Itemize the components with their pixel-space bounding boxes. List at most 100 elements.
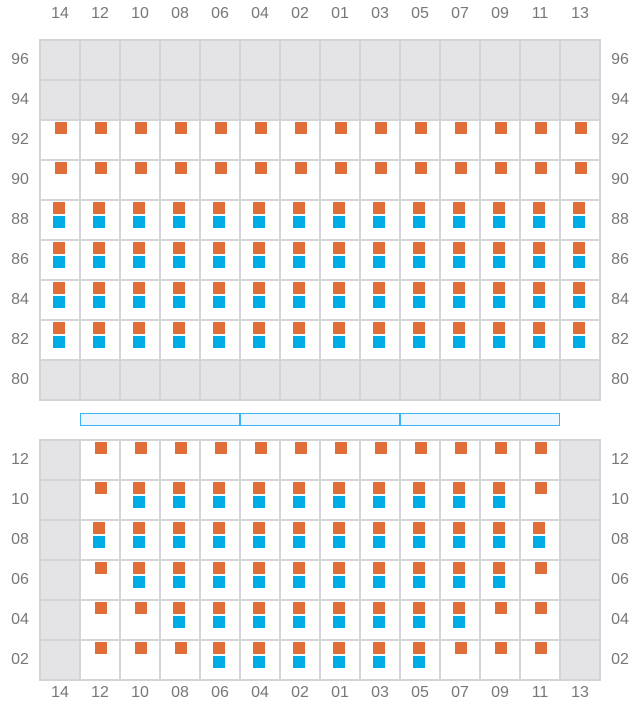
seat-cell[interactable] <box>521 561 559 599</box>
seat-cell[interactable] <box>401 481 439 519</box>
seat-cell[interactable] <box>441 281 479 319</box>
seat-cell[interactable] <box>481 241 519 279</box>
seat-cell[interactable] <box>81 641 119 679</box>
seat-cell[interactable] <box>361 441 399 479</box>
seat-cell[interactable] <box>201 521 239 559</box>
seat-cell[interactable] <box>241 201 279 239</box>
seat-cell[interactable] <box>81 321 119 359</box>
seat-cell[interactable] <box>361 281 399 319</box>
seat-cell[interactable] <box>121 441 159 479</box>
seat-cell[interactable] <box>81 201 119 239</box>
seat-cell[interactable] <box>201 201 239 239</box>
seat-cell[interactable] <box>521 321 559 359</box>
divider-segment[interactable] <box>80 413 240 426</box>
seat-cell[interactable] <box>41 321 79 359</box>
seat-cell[interactable] <box>161 321 199 359</box>
seat-cell[interactable] <box>321 481 359 519</box>
seat-cell[interactable] <box>521 121 559 159</box>
seat-cell[interactable] <box>401 441 439 479</box>
seat-cell[interactable] <box>121 121 159 159</box>
seat-cell[interactable] <box>521 161 559 199</box>
seat-cell[interactable] <box>521 201 559 239</box>
seat-cell[interactable] <box>481 281 519 319</box>
seat-cell[interactable] <box>121 161 159 199</box>
seat-cell[interactable] <box>281 321 319 359</box>
seat-cell[interactable] <box>561 241 599 279</box>
seat-cell[interactable] <box>161 121 199 159</box>
seat-cell[interactable] <box>121 601 159 639</box>
seat-cell[interactable] <box>561 321 599 359</box>
seat-cell[interactable] <box>121 561 159 599</box>
seat-cell[interactable] <box>441 121 479 159</box>
seat-cell[interactable] <box>441 561 479 599</box>
seat-cell[interactable] <box>441 201 479 239</box>
seat-cell[interactable] <box>481 601 519 639</box>
seat-cell[interactable] <box>161 481 199 519</box>
seat-cell[interactable] <box>321 201 359 239</box>
seat-cell[interactable] <box>521 481 559 519</box>
seat-cell[interactable] <box>81 161 119 199</box>
seat-cell[interactable] <box>281 561 319 599</box>
seat-cell[interactable] <box>161 561 199 599</box>
seat-cell[interactable] <box>401 241 439 279</box>
seat-cell[interactable] <box>321 441 359 479</box>
seat-cell[interactable] <box>201 321 239 359</box>
seat-cell[interactable] <box>441 241 479 279</box>
seat-cell[interactable] <box>161 161 199 199</box>
seat-cell[interactable] <box>361 561 399 599</box>
seat-cell[interactable] <box>361 641 399 679</box>
seat-cell[interactable] <box>201 441 239 479</box>
seat-cell[interactable] <box>41 161 79 199</box>
seat-cell[interactable] <box>241 241 279 279</box>
seat-cell[interactable] <box>121 321 159 359</box>
seat-cell[interactable] <box>281 601 319 639</box>
seat-cell[interactable] <box>41 121 79 159</box>
seat-cell[interactable] <box>281 121 319 159</box>
seat-cell[interactable] <box>321 121 359 159</box>
seat-cell[interactable] <box>321 321 359 359</box>
seat-cell[interactable] <box>281 201 319 239</box>
seat-cell[interactable] <box>81 561 119 599</box>
seat-cell[interactable] <box>201 121 239 159</box>
seat-cell[interactable] <box>281 241 319 279</box>
seat-cell[interactable] <box>241 481 279 519</box>
seat-cell[interactable] <box>561 201 599 239</box>
seat-cell[interactable] <box>561 161 599 199</box>
seat-cell[interactable] <box>481 441 519 479</box>
seat-cell[interactable] <box>241 281 279 319</box>
seat-cell[interactable] <box>321 241 359 279</box>
seat-cell[interactable] <box>441 161 479 199</box>
seat-cell[interactable] <box>401 321 439 359</box>
seat-cell[interactable] <box>81 241 119 279</box>
seat-cell[interactable] <box>361 121 399 159</box>
seat-cell[interactable] <box>481 561 519 599</box>
seat-cell[interactable] <box>201 281 239 319</box>
seat-cell[interactable] <box>81 521 119 559</box>
seat-cell[interactable] <box>161 281 199 319</box>
seat-cell[interactable] <box>121 481 159 519</box>
seat-cell[interactable] <box>201 601 239 639</box>
seat-cell[interactable] <box>481 481 519 519</box>
seat-cell[interactable] <box>161 441 199 479</box>
seat-cell[interactable] <box>401 641 439 679</box>
seat-cell[interactable] <box>521 241 559 279</box>
seat-cell[interactable] <box>561 121 599 159</box>
seat-cell[interactable] <box>241 561 279 599</box>
seat-cell[interactable] <box>241 441 279 479</box>
seat-cell[interactable] <box>121 281 159 319</box>
seat-cell[interactable] <box>281 161 319 199</box>
seat-cell[interactable] <box>241 161 279 199</box>
seat-cell[interactable] <box>161 641 199 679</box>
seat-cell[interactable] <box>521 601 559 639</box>
seat-cell[interactable] <box>481 321 519 359</box>
seat-cell[interactable] <box>441 481 479 519</box>
divider-segment[interactable] <box>400 413 560 426</box>
seat-cell[interactable] <box>361 321 399 359</box>
seat-cell[interactable] <box>241 641 279 679</box>
seat-cell[interactable] <box>361 161 399 199</box>
seat-cell[interactable] <box>161 521 199 559</box>
seat-cell[interactable] <box>401 161 439 199</box>
seat-cell[interactable] <box>521 641 559 679</box>
seat-cell[interactable] <box>121 201 159 239</box>
seat-cell[interactable] <box>401 601 439 639</box>
